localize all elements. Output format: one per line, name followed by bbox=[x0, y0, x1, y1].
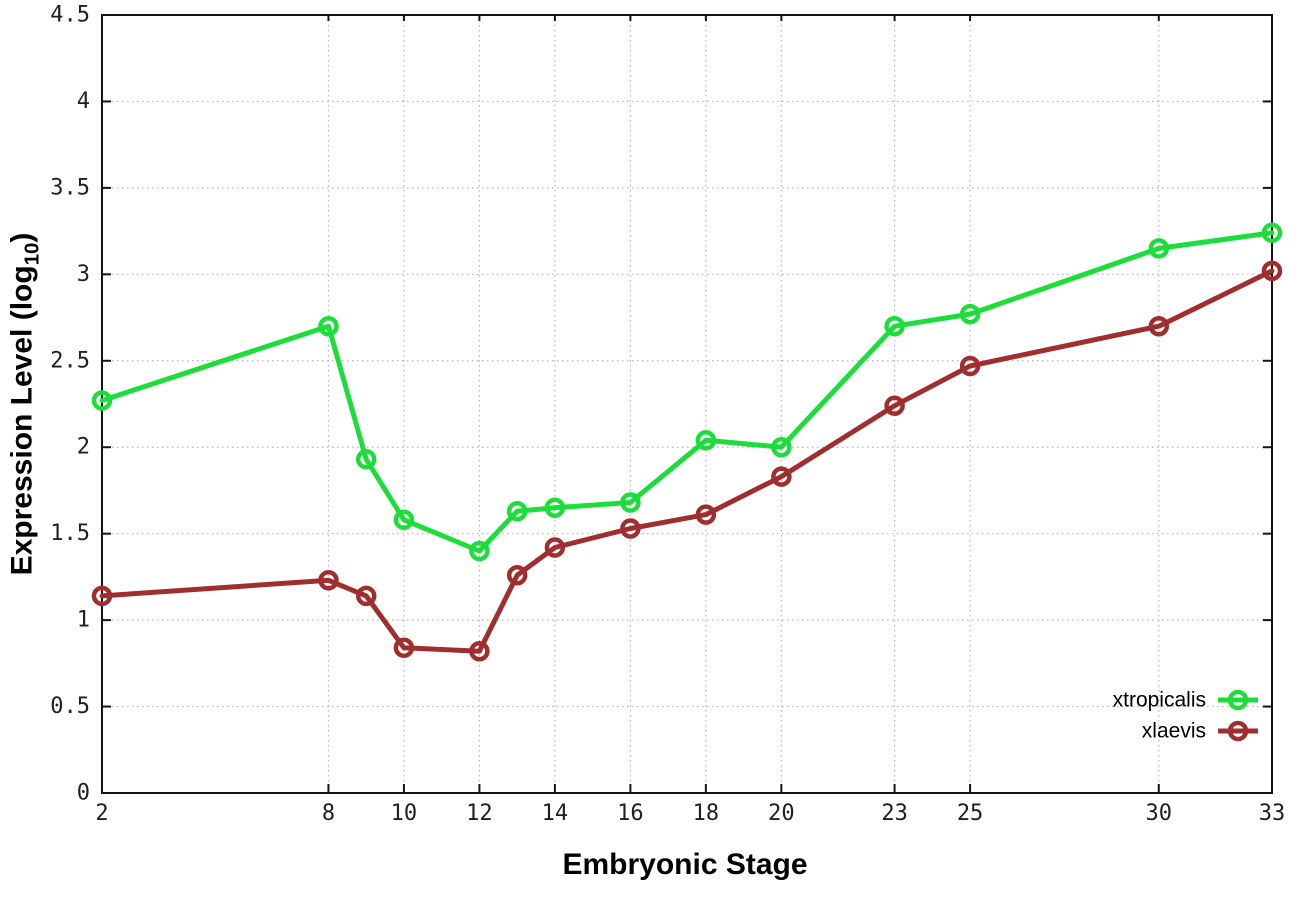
x-tick-label: 25 bbox=[957, 801, 984, 826]
legend-label-xlaevis: xlaevis bbox=[1142, 720, 1206, 743]
series-xtropicalis-point bbox=[469, 540, 490, 562]
series-xtropicalis-point bbox=[91, 390, 113, 411]
series-xtropicalis-point bbox=[393, 509, 415, 531]
series-xtropicalis-point bbox=[1148, 238, 1170, 259]
series-xlaevis-point bbox=[544, 537, 566, 558]
x-tick-label: 23 bbox=[881, 801, 908, 826]
y-tick-label: 1 bbox=[77, 608, 90, 633]
series-xlaevis-line bbox=[99, 268, 1275, 654]
y-axis-title-suffix: ) bbox=[5, 232, 39, 243]
y-axis-title: Expression Level (log10) bbox=[5, 233, 44, 576]
y-tick-label: 4 bbox=[77, 89, 90, 114]
series-xtropicalis-point bbox=[506, 500, 528, 522]
series-xlaevis-point bbox=[884, 395, 905, 416]
legend-label-xtropicalis: xtropicalis bbox=[1113, 689, 1206, 712]
x-tick-label: 14 bbox=[542, 801, 569, 826]
legend-sample-marker-xtropicalis bbox=[1227, 689, 1249, 711]
x-tick-label: 20 bbox=[768, 801, 795, 826]
series-xlaevis-point bbox=[469, 640, 490, 662]
series-xlaevis-point bbox=[355, 585, 377, 607]
x-tick-label: 12 bbox=[466, 801, 493, 826]
y-tick-label: 0.5 bbox=[50, 694, 90, 719]
series-xtropicalis-point bbox=[355, 449, 377, 470]
y-tick-label: 2 bbox=[77, 435, 90, 460]
series-xtropicalis-point bbox=[884, 315, 905, 337]
x-axis-title: Embryonic Stage bbox=[562, 848, 808, 881]
series-xlaevis-point bbox=[91, 585, 113, 607]
x-tick-label: 33 bbox=[1259, 801, 1286, 826]
y-tick-label: 2.5 bbox=[50, 348, 90, 373]
y-axis-title-subscript: 10 bbox=[21, 242, 44, 266]
series-xlaevis-point bbox=[318, 570, 339, 591]
series-xlaevis-point bbox=[393, 637, 415, 659]
series-xtropicalis-point bbox=[318, 315, 339, 337]
series-xtropicalis-point bbox=[1261, 222, 1283, 244]
series-xlaevis-point bbox=[771, 466, 792, 487]
series-xtropicalis-point bbox=[959, 303, 981, 325]
series-xlaevis-point bbox=[1148, 315, 1170, 337]
y-axis-title-text: Expression Level (log bbox=[5, 265, 39, 576]
series-xlaevis-point bbox=[506, 564, 528, 586]
y-tick-label: 0 bbox=[77, 781, 90, 806]
series-xlaevis-point bbox=[959, 355, 981, 377]
series-xtropicalis-line bbox=[99, 230, 1275, 554]
x-tick-label: 8 bbox=[322, 801, 335, 826]
series-xtropicalis-point bbox=[695, 430, 717, 451]
series-xtropicalis-point bbox=[620, 492, 641, 513]
x-tick-label: 18 bbox=[693, 801, 720, 826]
series-xlaevis-point bbox=[695, 504, 717, 525]
y-tick-label: 1.5 bbox=[50, 521, 90, 546]
series-xtropicalis-point bbox=[544, 497, 566, 518]
y-tick-label: 3 bbox=[77, 262, 90, 287]
series-xtropicalis-point bbox=[771, 436, 792, 458]
y-tick-label: 4.5 bbox=[50, 3, 90, 28]
plot-border bbox=[101, 14, 1273, 794]
series-xlaevis-point bbox=[1261, 260, 1283, 282]
series-xlaevis-point bbox=[620, 518, 641, 539]
y-tick-label: 3.5 bbox=[50, 175, 90, 200]
x-tick-label: 2 bbox=[95, 801, 108, 826]
x-tick-label: 10 bbox=[391, 801, 418, 826]
x-tick-label: 16 bbox=[617, 801, 644, 826]
x-tick-label: 30 bbox=[1146, 801, 1173, 826]
legend-sample-marker-xlaevis bbox=[1227, 720, 1249, 742]
